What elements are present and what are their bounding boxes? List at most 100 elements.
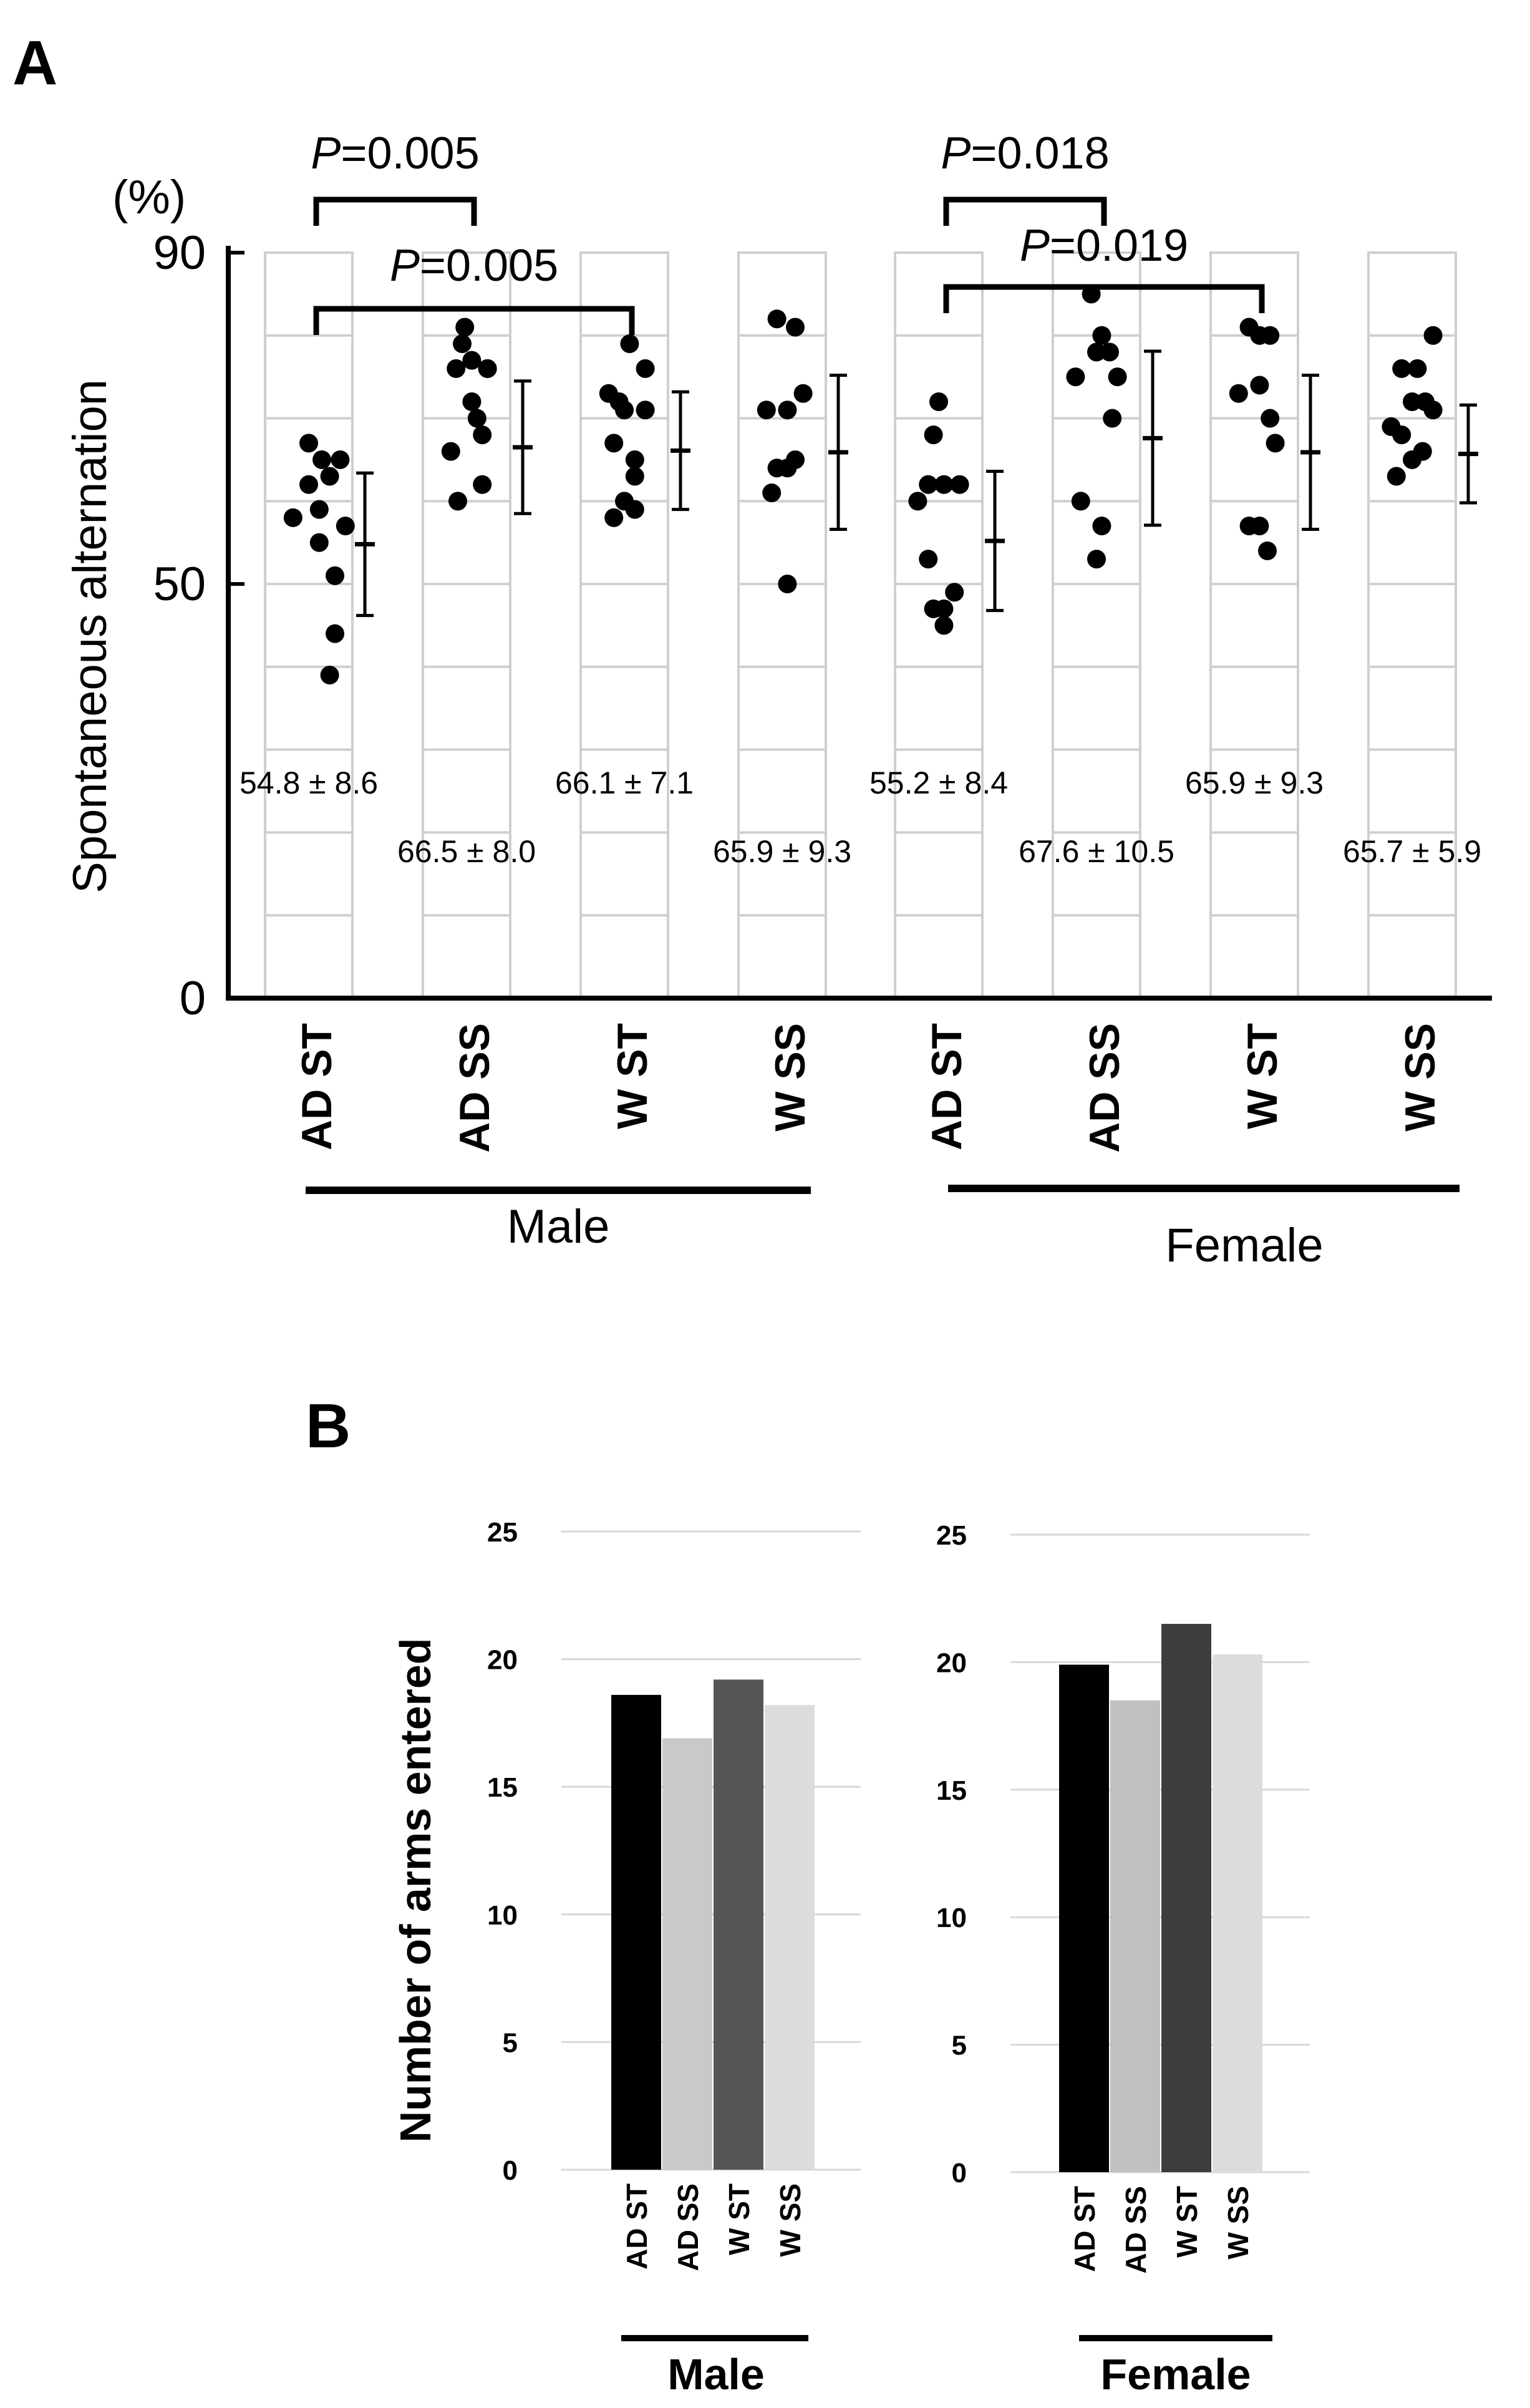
significance-brackets: P=0.005 P=0.005 P=0.018 P=0.019	[311, 129, 1265, 335]
data-point	[1423, 401, 1443, 420]
b-y-tick-label: 15	[487, 1772, 518, 1803]
data-point	[326, 566, 344, 585]
data-point	[762, 483, 782, 503]
data-point	[312, 450, 331, 469]
data-point	[929, 392, 948, 411]
b-male-group-label: Male	[667, 2350, 765, 2399]
x-category-label: W SS	[1397, 1023, 1444, 1132]
data-points	[283, 284, 1443, 685]
data-point	[326, 624, 344, 643]
data-point	[945, 583, 964, 602]
grid-column	[1209, 251, 1299, 999]
data-point	[320, 666, 339, 685]
data-point	[447, 359, 466, 378]
stat-label: 66.1 ± 7.1	[555, 765, 694, 800]
b-y-tick-label: 20	[487, 1645, 518, 1676]
x-category-label: W ST	[1239, 1023, 1286, 1129]
stat-label: 54.8 ± 8.6	[240, 765, 378, 800]
female-bar-chart: 0 5 10 15 20 25 AD ST AD SS W ST W SS	[936, 1520, 1310, 2274]
data-point	[1250, 517, 1269, 536]
grid-column	[1052, 251, 1141, 999]
data-point	[1092, 517, 1111, 536]
bar	[1059, 1664, 1109, 2172]
b-y-tick-label: 0	[503, 2155, 518, 2186]
x-category-label: AD ST	[293, 1023, 341, 1150]
bar	[611, 1694, 661, 2170]
bar	[662, 1738, 712, 2170]
data-point	[299, 475, 318, 494]
data-point	[1087, 550, 1106, 569]
data-point	[1108, 367, 1127, 387]
b-y-tick-label: 20	[936, 1648, 967, 1678]
data-point	[778, 401, 797, 420]
stat-label: 65.9 ± 9.3	[713, 834, 851, 869]
b-x-category-label: W SS	[774, 2183, 806, 2257]
panel-a-label: A	[12, 28, 57, 98]
data-point	[1071, 492, 1090, 511]
grid-column	[737, 251, 827, 999]
data-point	[620, 334, 639, 354]
data-point	[1266, 434, 1285, 453]
x-category-label: W ST	[609, 1023, 656, 1129]
b-y-tick-label: 5	[952, 2031, 967, 2061]
significance-bracket	[313, 306, 635, 335]
bar	[1213, 1654, 1262, 2172]
data-point	[767, 309, 787, 329]
data-point	[1403, 392, 1421, 411]
b-y-tick-label: 25	[936, 1520, 967, 1551]
b-y-tick-label: 25	[487, 1517, 518, 1548]
data-point	[1392, 359, 1411, 378]
data-point	[1261, 409, 1280, 428]
data-point	[908, 492, 927, 511]
bar	[765, 1705, 815, 2170]
data-point	[309, 500, 329, 519]
y-tick-label: 50	[153, 558, 206, 611]
data-point	[473, 425, 492, 445]
data-point	[934, 475, 954, 494]
panel-b-y-title: Number of arms entered	[391, 1638, 440, 2142]
data-point	[1423, 326, 1443, 345]
x-category-label: AD SS	[451, 1023, 498, 1153]
data-point	[919, 550, 938, 569]
data-point	[1261, 326, 1280, 345]
stat-label: 66.5 ± 8.0	[397, 834, 536, 869]
p-value-label: P=0.019	[1020, 221, 1188, 271]
y-tick-label: 90	[153, 226, 206, 279]
data-point	[793, 384, 813, 403]
b-x-category-label: AD ST	[621, 2183, 653, 2270]
stat-label: 67.6 ± 10.5	[1019, 834, 1174, 869]
data-point	[1100, 342, 1119, 362]
female-group-label: Female	[1165, 1219, 1323, 1272]
x-category-label: AD ST	[923, 1023, 971, 1150]
data-point	[1250, 376, 1269, 395]
data-point	[934, 616, 954, 635]
data-point	[1392, 425, 1411, 445]
data-point	[786, 318, 805, 337]
y-axis-ticks: 0 50 90	[153, 226, 245, 1025]
data-point	[786, 450, 805, 469]
data-point	[441, 442, 460, 461]
x-category-labels: AD ST AD SS W ST W SS AD ST AD SS W ST W SS	[293, 1023, 1444, 1153]
data-point	[919, 475, 938, 494]
data-point	[950, 475, 969, 494]
data-point	[309, 533, 329, 552]
significance-bracket	[943, 284, 1265, 313]
data-point	[604, 434, 624, 453]
data-point	[1087, 342, 1106, 362]
b-y-tick-label: 10	[936, 1903, 967, 1933]
data-point	[473, 475, 492, 494]
data-point	[1092, 326, 1111, 345]
data-point	[331, 450, 350, 469]
p-value-label: P=0.005	[311, 129, 479, 178]
male-bar-chart: 0 5 10 15 20 25 AD ST AD SS W ST W SS	[487, 1517, 861, 2271]
x-category-label: AD SS	[1081, 1023, 1128, 1153]
data-point	[1103, 409, 1122, 428]
data-point	[1066, 367, 1085, 387]
significance-bracket	[943, 197, 1107, 226]
bar	[714, 1679, 763, 2170]
stat-labels: 54.8 ± 8.6 66.5 ± 8.0 66.1 ± 7.1 65.9 ± 9.3…	[240, 765, 1481, 869]
data-point	[478, 359, 497, 378]
data-point	[604, 508, 624, 527]
bar	[1161, 1624, 1211, 2172]
